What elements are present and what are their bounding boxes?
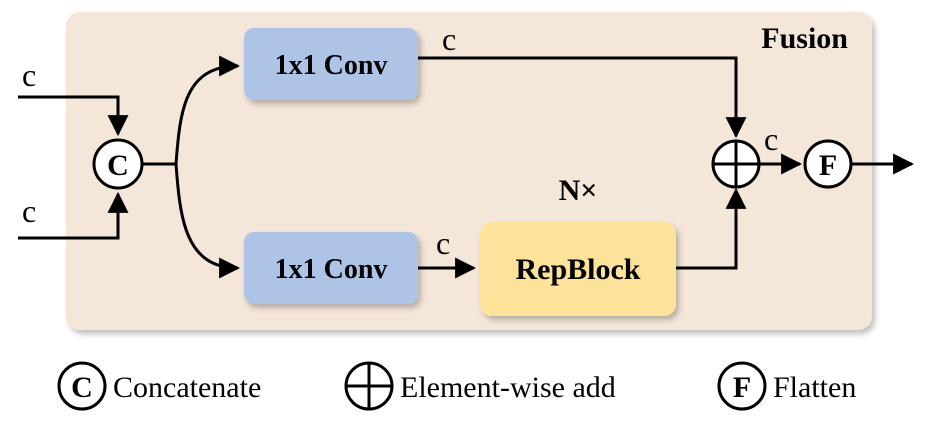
repblock-to-add-edge [676,187,747,270]
legend-item-concatenate: C Concatenate [57,361,261,411]
concat-node: C [92,138,144,190]
input-top-edge [18,95,129,137]
repblock-label: RepBlock [515,253,640,286]
fusion-title: Fusion [761,22,848,55]
legend-concat-symbol: C [71,371,93,404]
conv-bottom-block: 1x1 Conv [244,232,418,304]
input-top-label: c [22,57,36,93]
legend-add-label: Element-wise add [400,371,616,404]
input-bottom-edge [18,191,129,240]
flatten-symbol: F [819,149,837,182]
flatten-node: F [803,139,853,189]
add-node [711,139,761,189]
conv-top-out-label: c [442,21,456,57]
concat-symbol: C [107,149,129,182]
legend-flatten-symbol: F [733,371,751,404]
conv-top-block: 1x1 Conv [244,28,418,100]
split-edge-top [174,55,241,165]
input-bottom-label: c [22,193,36,229]
legend-item-add: + Element-wise add [344,361,616,411]
top-branch-edge [418,56,747,139]
legend: C Concatenate + Element-wise add F Flatt… [57,361,856,411]
conv-bottom-out-label: c [436,225,450,261]
conv-top-label: 1x1 Conv [275,50,388,81]
conv-bottom-label: 1x1 Conv [275,254,388,285]
add-out-label: c [764,121,778,157]
legend-item-flatten: F Flatten [717,361,856,411]
legend-concat-label: Concatenate [113,371,261,404]
repblock-block: RepBlock [480,222,676,316]
repblock-repeat-label: N× [559,174,598,207]
split-edge-bottom [174,163,241,279]
legend-flatten-label: Flatten [773,371,856,404]
split-edges [142,55,241,279]
